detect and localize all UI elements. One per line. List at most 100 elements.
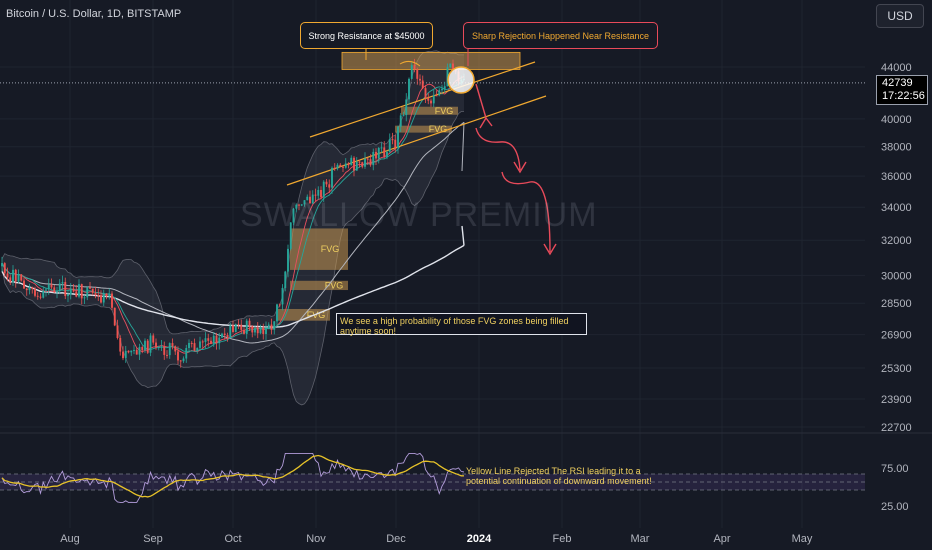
arrow-segment <box>501 171 551 253</box>
candle-body <box>56 291 58 293</box>
candle-body <box>6 273 9 278</box>
candle-body <box>399 115 402 127</box>
candle-body <box>91 288 94 293</box>
candle-body <box>405 99 408 116</box>
resistance-callout[interactable]: Strong Resistance at $45000 <box>300 22 433 49</box>
candle-body <box>188 342 190 349</box>
axes: Aug Sep Oct Nov Dec 2024 Feb Mar Apr May 44000 4000… <box>60 62 911 545</box>
candle-body <box>375 151 377 159</box>
candle-body <box>408 78 410 100</box>
candle-body <box>116 325 119 339</box>
candle-body <box>124 350 127 359</box>
candle-body <box>281 287 284 305</box>
candle-body <box>138 347 141 355</box>
candle-body <box>438 90 441 96</box>
arrow-head <box>485 117 493 127</box>
candle-body <box>331 167 333 188</box>
fvg-label: FVG <box>435 106 454 116</box>
rejection-callout[interactable]: Sharp Rejection Happened Near Resistance <box>463 22 658 49</box>
candle-body <box>135 349 138 355</box>
candle-body <box>416 69 419 79</box>
candle-body <box>256 327 259 334</box>
current-price-tag: 42739 17:22:56 <box>876 75 928 105</box>
candle-body <box>210 340 212 344</box>
candle-body <box>325 181 328 185</box>
candle-body <box>328 184 331 188</box>
currency-button[interactable]: USD <box>876 4 924 28</box>
price-tick-label: 38000 <box>881 142 912 154</box>
time-tick-label: 2024 <box>467 533 492 545</box>
price-tick-label: 44000 <box>881 62 912 74</box>
candle-body <box>402 115 405 117</box>
candle-body <box>333 167 336 169</box>
candle-body <box>342 166 344 168</box>
candle-body <box>386 151 388 157</box>
candle-body <box>289 222 292 249</box>
candle-body <box>435 95 438 97</box>
arrow-head <box>543 243 557 256</box>
candle-body <box>97 295 100 297</box>
candle-body <box>287 248 289 272</box>
candle-body <box>152 335 155 343</box>
projection-arrows <box>365 49 557 256</box>
candle-body <box>171 343 174 347</box>
candle-body <box>58 283 61 292</box>
resistance-connector <box>365 49 421 67</box>
arrow-head <box>479 117 487 129</box>
candle-body <box>50 284 53 288</box>
price-tick-label: 34000 <box>881 202 912 214</box>
candle-body <box>322 181 325 198</box>
candle-body <box>45 289 47 291</box>
time-tick-label: Sep <box>143 533 163 545</box>
time-tick-label: Oct <box>224 533 241 545</box>
candle-body <box>1 263 3 267</box>
candle-body <box>344 163 347 168</box>
candle-body <box>388 139 391 152</box>
rsi-note[interactable]: Yellow Line Rejected The RSI leading it … <box>466 466 652 486</box>
candle-body <box>28 287 31 291</box>
candle-body <box>36 295 39 297</box>
candle-body <box>155 342 157 348</box>
resistance-zone <box>341 51 521 70</box>
candle-body <box>111 293 113 308</box>
price-tick-label: 30000 <box>881 270 912 282</box>
candle-body <box>102 293 105 303</box>
current-price: 42739 <box>882 77 913 89</box>
fvg-label: FVG <box>321 244 340 254</box>
candle-body <box>190 342 193 344</box>
candle-body <box>67 294 69 297</box>
candle-body <box>421 80 424 89</box>
candle-body <box>432 95 435 104</box>
time-tick-label: Apr <box>713 533 730 545</box>
candle-body <box>86 287 89 298</box>
candle-body <box>443 86 446 89</box>
candle-body <box>383 147 386 157</box>
candle-body <box>20 274 23 281</box>
fvg-zone <box>290 280 348 291</box>
candle-body <box>295 204 298 209</box>
candle-body <box>245 320 248 334</box>
fvg-note[interactable]: We see a high probability of those FVG z… <box>336 313 587 336</box>
candle-body <box>300 204 303 206</box>
candle-body <box>320 189 322 198</box>
candle-body <box>100 295 102 303</box>
candle-body <box>358 161 361 163</box>
time-tick-label: Dec <box>386 533 406 545</box>
fvg-label: FVG <box>429 124 448 134</box>
bar-countdown: 17:22:56 <box>882 90 925 102</box>
candle-body <box>163 346 166 355</box>
candle-body <box>185 348 188 359</box>
price-tick-label: 25300 <box>881 363 912 375</box>
price-tick-label: 23900 <box>881 394 912 406</box>
candle-body <box>303 200 306 205</box>
channel-upper <box>309 61 536 138</box>
candle-body <box>78 284 80 297</box>
candle-body <box>430 100 432 104</box>
candle-body <box>449 63 452 68</box>
candle-body <box>317 189 320 196</box>
time-tick-label: Aug <box>60 533 80 545</box>
candle-body <box>23 280 25 289</box>
candle-body <box>259 327 262 334</box>
